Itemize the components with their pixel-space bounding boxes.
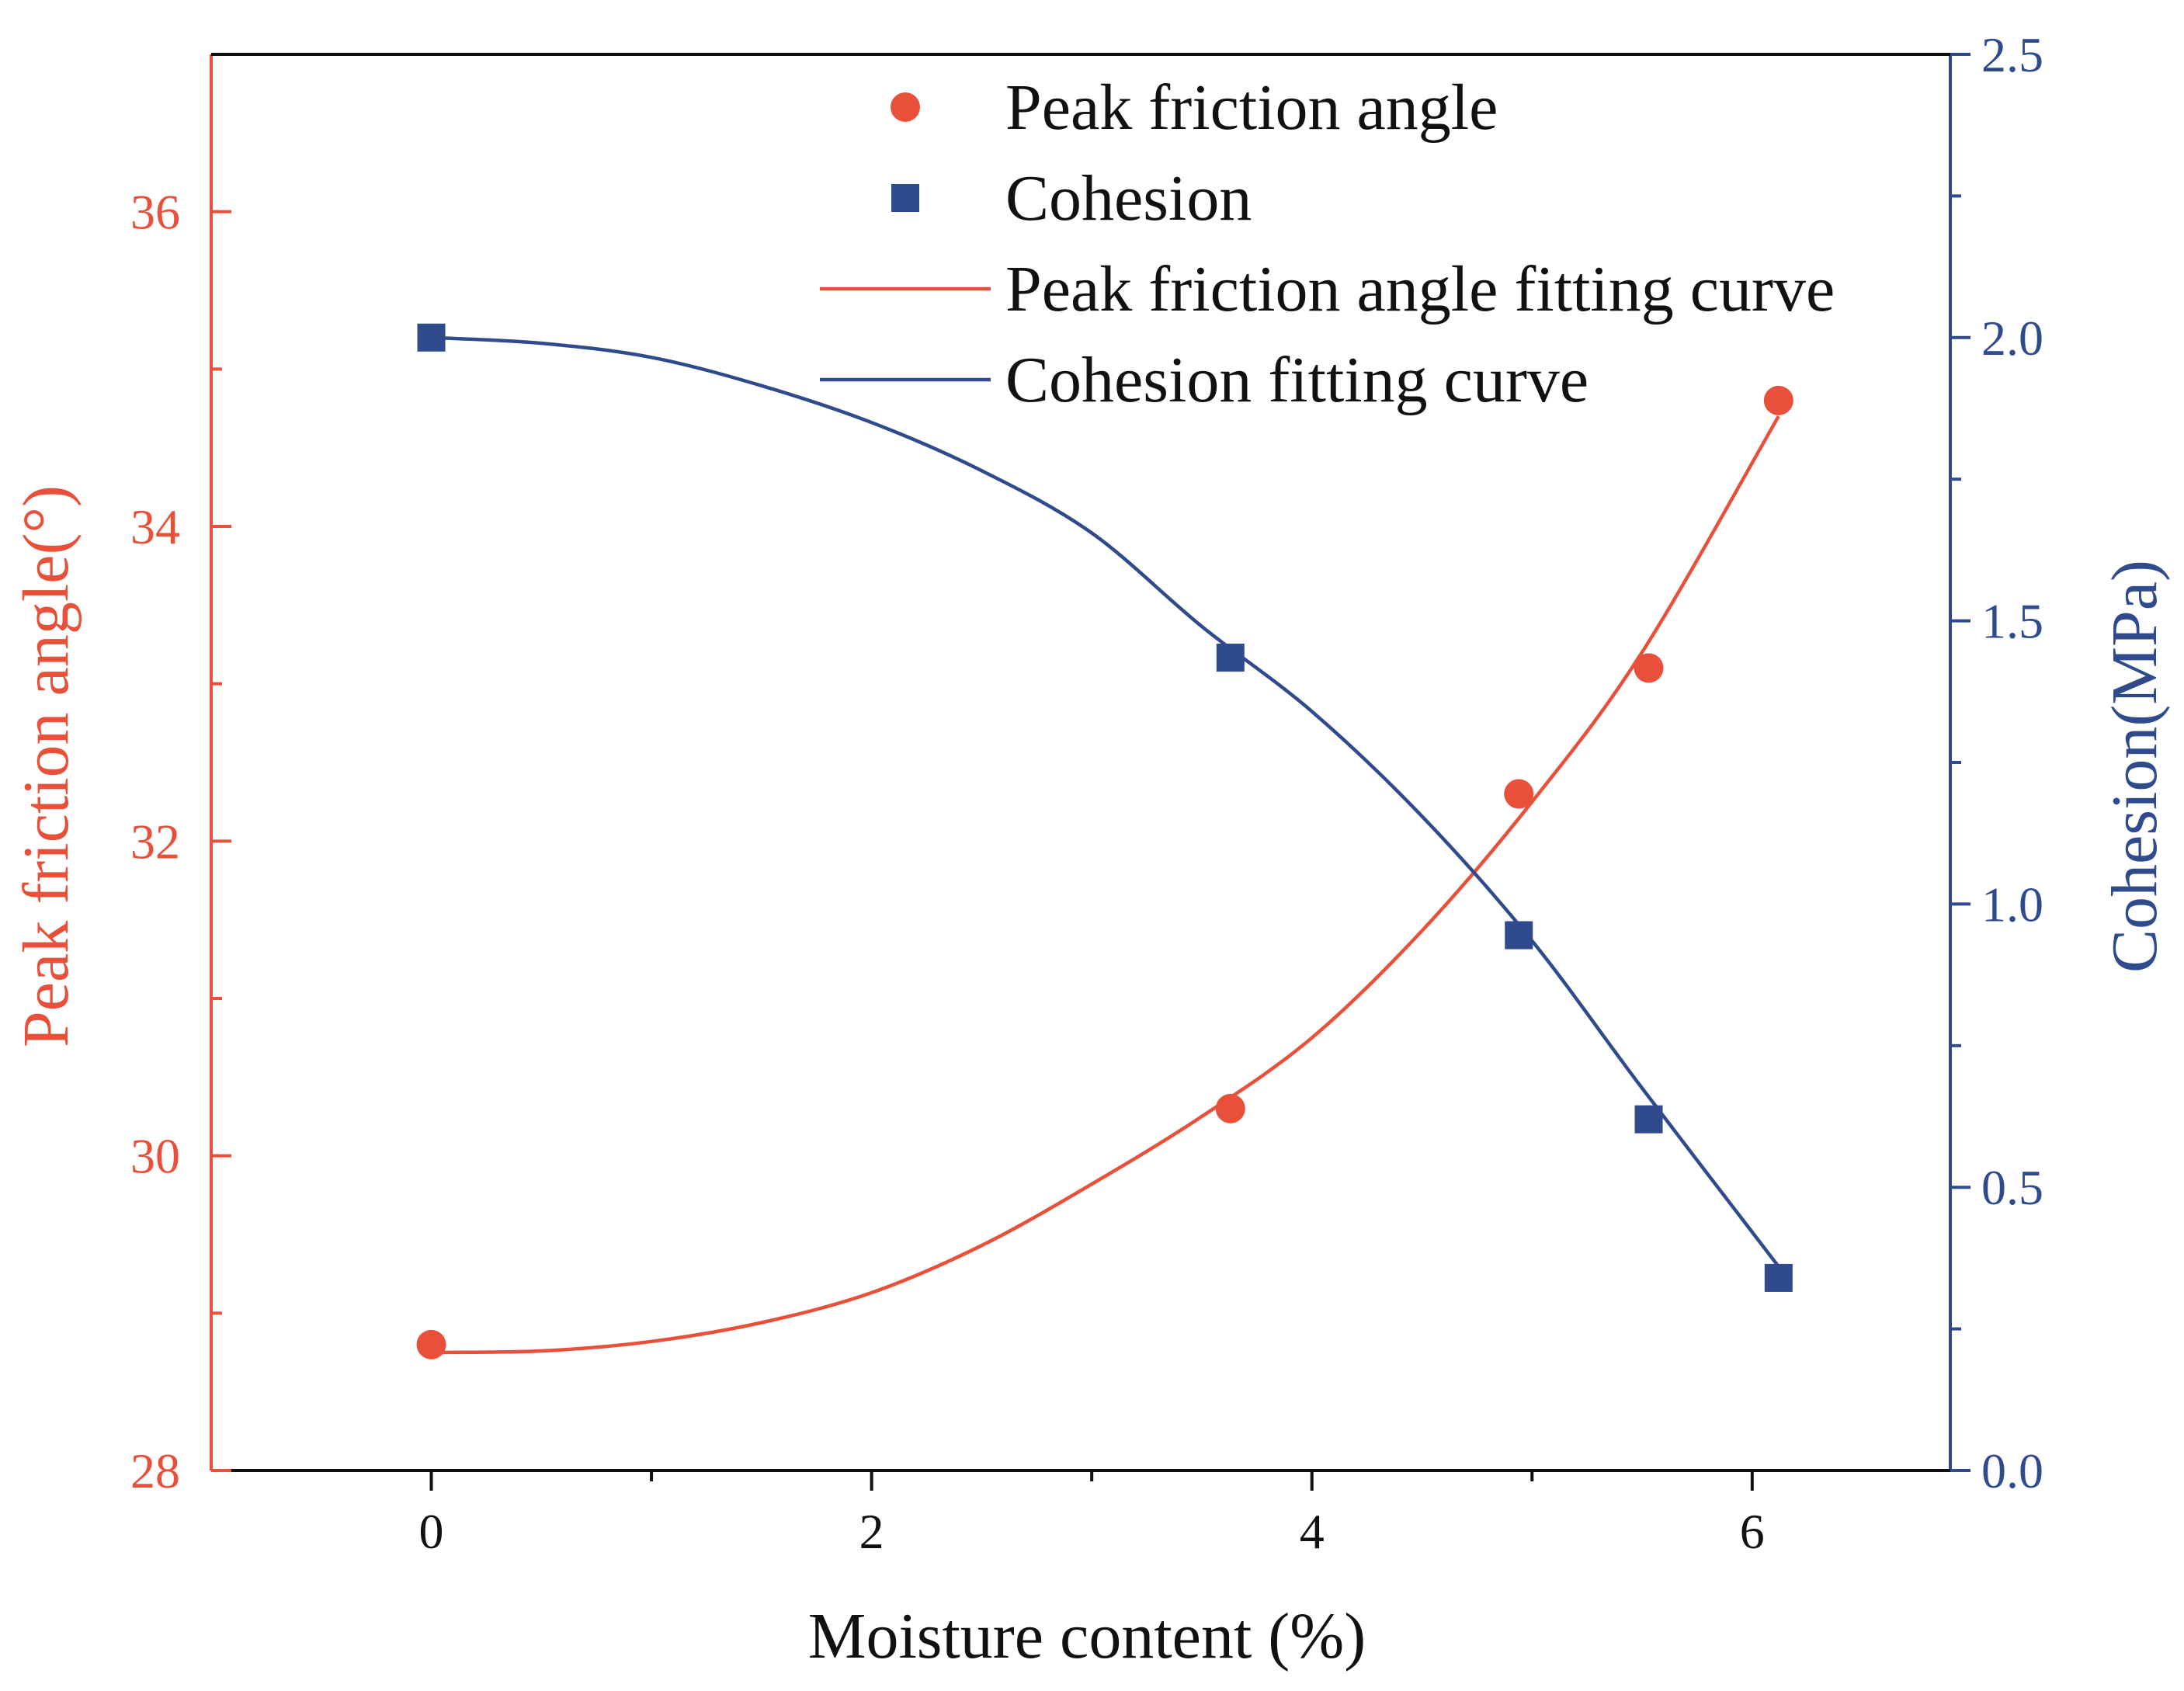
- peak-friction-angle-point: [1504, 779, 1534, 809]
- x-tick-label: 4: [1300, 1504, 1325, 1559]
- peak-friction-angle-fitting-curve-line: [431, 415, 1780, 1355]
- right-y-tick-label: 2.5: [1981, 27, 2043, 82]
- legend-swatch-cohesion: [891, 184, 919, 212]
- legend-label-cohesion-fitting-curve: Cohesion fitting curve: [1005, 344, 1589, 416]
- legend-label-cohesion: Cohesion: [1005, 162, 1252, 234]
- left-y-tick-label: 30: [130, 1129, 180, 1184]
- x-tick-label: 6: [1740, 1504, 1765, 1559]
- cohesion-point: [417, 323, 446, 352]
- cohesion-point: [1634, 1105, 1663, 1134]
- axes-group: [210, 53, 1952, 1472]
- right-y-axis-title: Cohesion(MPa): [2099, 560, 2171, 973]
- cohesion-point: [1216, 644, 1245, 672]
- legend-swatch-peak-friction-angle: [891, 92, 920, 122]
- legend-label-peak-friction-angle-fitting-curve: Peak friction angle fitting curve: [1005, 253, 1835, 325]
- right-y-tick-label: 0.0: [1981, 1443, 2043, 1498]
- peak-friction-angle-point: [1215, 1093, 1245, 1123]
- x-axis-title: Moisture content (%): [808, 1600, 1366, 1672]
- cohesion-fitting-curve-line: [431, 335, 1780, 1268]
- cohesion-point: [1764, 1263, 1793, 1292]
- left-y-tick-label: 34: [130, 499, 180, 554]
- cohesion-point: [1505, 921, 1533, 950]
- markers-group: [416, 323, 1793, 1359]
- legend-label-peak-friction-angle: Peak friction angle: [1005, 71, 1498, 144]
- right-y-tick-label: 1.5: [1981, 594, 2043, 649]
- left-y-tick-label: 36: [130, 185, 180, 240]
- ticks-group: 0 2 4 6 28 30 32 34 36 0.0 0.5 1.0 1.5 2.0 2.5: [130, 27, 2043, 1559]
- right-y-tick-label: 2.0: [1981, 311, 2043, 366]
- right-y-tick-label: 1.0: [1981, 877, 2043, 932]
- x-tick-label: 0: [419, 1504, 444, 1559]
- left-y-tick-label: 32: [130, 814, 180, 869]
- left-y-axis-title: Peak friction angle(°): [10, 485, 82, 1047]
- fit-lines-group: [431, 335, 1780, 1355]
- peak-friction-angle-point: [1634, 653, 1664, 683]
- peak-friction-angle-point: [416, 1329, 446, 1359]
- legend: Peak friction angle Cohesion Peak friction…: [820, 71, 1835, 416]
- x-tick-label: 2: [859, 1504, 884, 1559]
- left-y-tick-label: 28: [130, 1443, 180, 1498]
- right-y-tick-label: 0.5: [1981, 1160, 2043, 1215]
- peak-friction-angle-point: [1763, 385, 1793, 415]
